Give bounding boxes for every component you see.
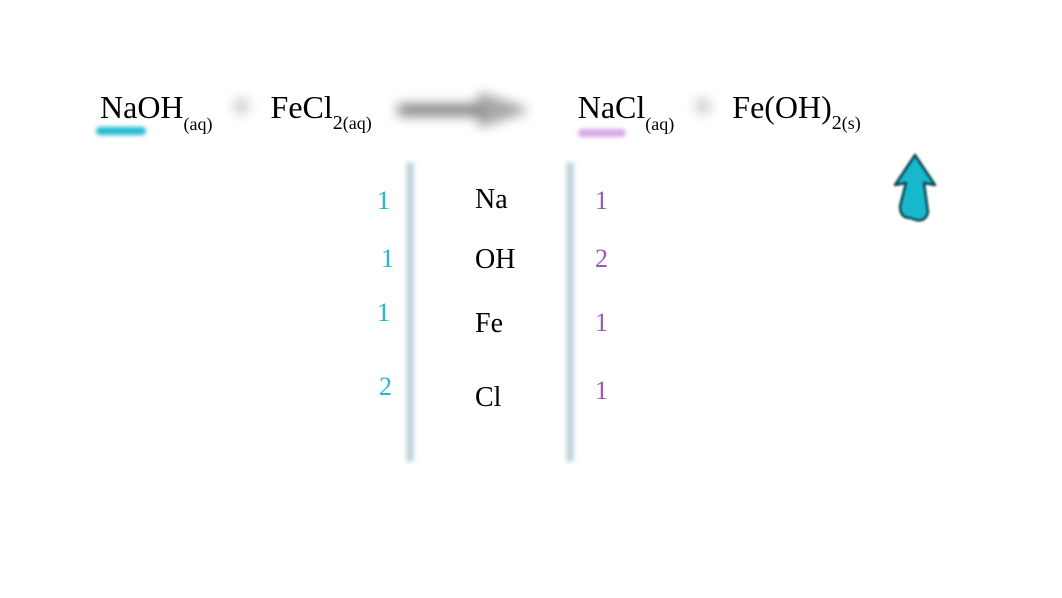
element-na: Na	[475, 184, 508, 216]
right-count-oh: 2	[595, 244, 608, 274]
table-row: 1 OH 2	[360, 230, 620, 290]
left-count-fe: 1	[350, 298, 390, 328]
compound-naoh: NaOH(aq)	[100, 89, 213, 125]
product-1: NaCl(aq)	[578, 89, 675, 130]
left-count-cl: 2	[352, 372, 392, 402]
table-row: 1 Na 1	[360, 170, 620, 230]
plus-icon	[227, 95, 257, 125]
table-row: 1 Fe 1	[360, 290, 620, 350]
chemical-equation: NaOH(aq) FeCl2(aq) NaCl(aq) Fe(OH)2(s)	[100, 80, 980, 140]
underline-product-1	[578, 129, 626, 137]
product-2: Fe(OH)2(s)	[732, 89, 861, 131]
right-count-fe: 1	[595, 308, 608, 338]
reaction-arrow-icon	[390, 90, 530, 130]
right-count-cl: 1	[595, 376, 608, 406]
compound-nacl: NaCl(aq)	[578, 89, 675, 125]
right-count-na: 1	[595, 186, 608, 216]
element-cl: Cl	[475, 382, 501, 414]
element-fe: Fe	[475, 308, 503, 340]
reactant-2: FeCl2(aq)	[271, 89, 372, 131]
cursor-pointer-icon	[880, 150, 950, 230]
table-row: 2 Cl 1	[360, 350, 620, 430]
compound-fecl2: FeCl2(aq)	[271, 89, 372, 125]
left-count-oh: 1	[354, 244, 394, 274]
compound-feoh2: Fe(OH)2(s)	[732, 89, 861, 125]
balance-table: 1 Na 1 1 OH 2 1 Fe 1 2 Cl 1	[360, 170, 620, 430]
left-count-na: 1	[350, 186, 390, 216]
element-oh: OH	[475, 244, 515, 276]
reactant-1: NaOH(aq)	[100, 89, 213, 130]
underline-reactant-1	[96, 127, 146, 135]
plus-icon	[688, 95, 718, 125]
